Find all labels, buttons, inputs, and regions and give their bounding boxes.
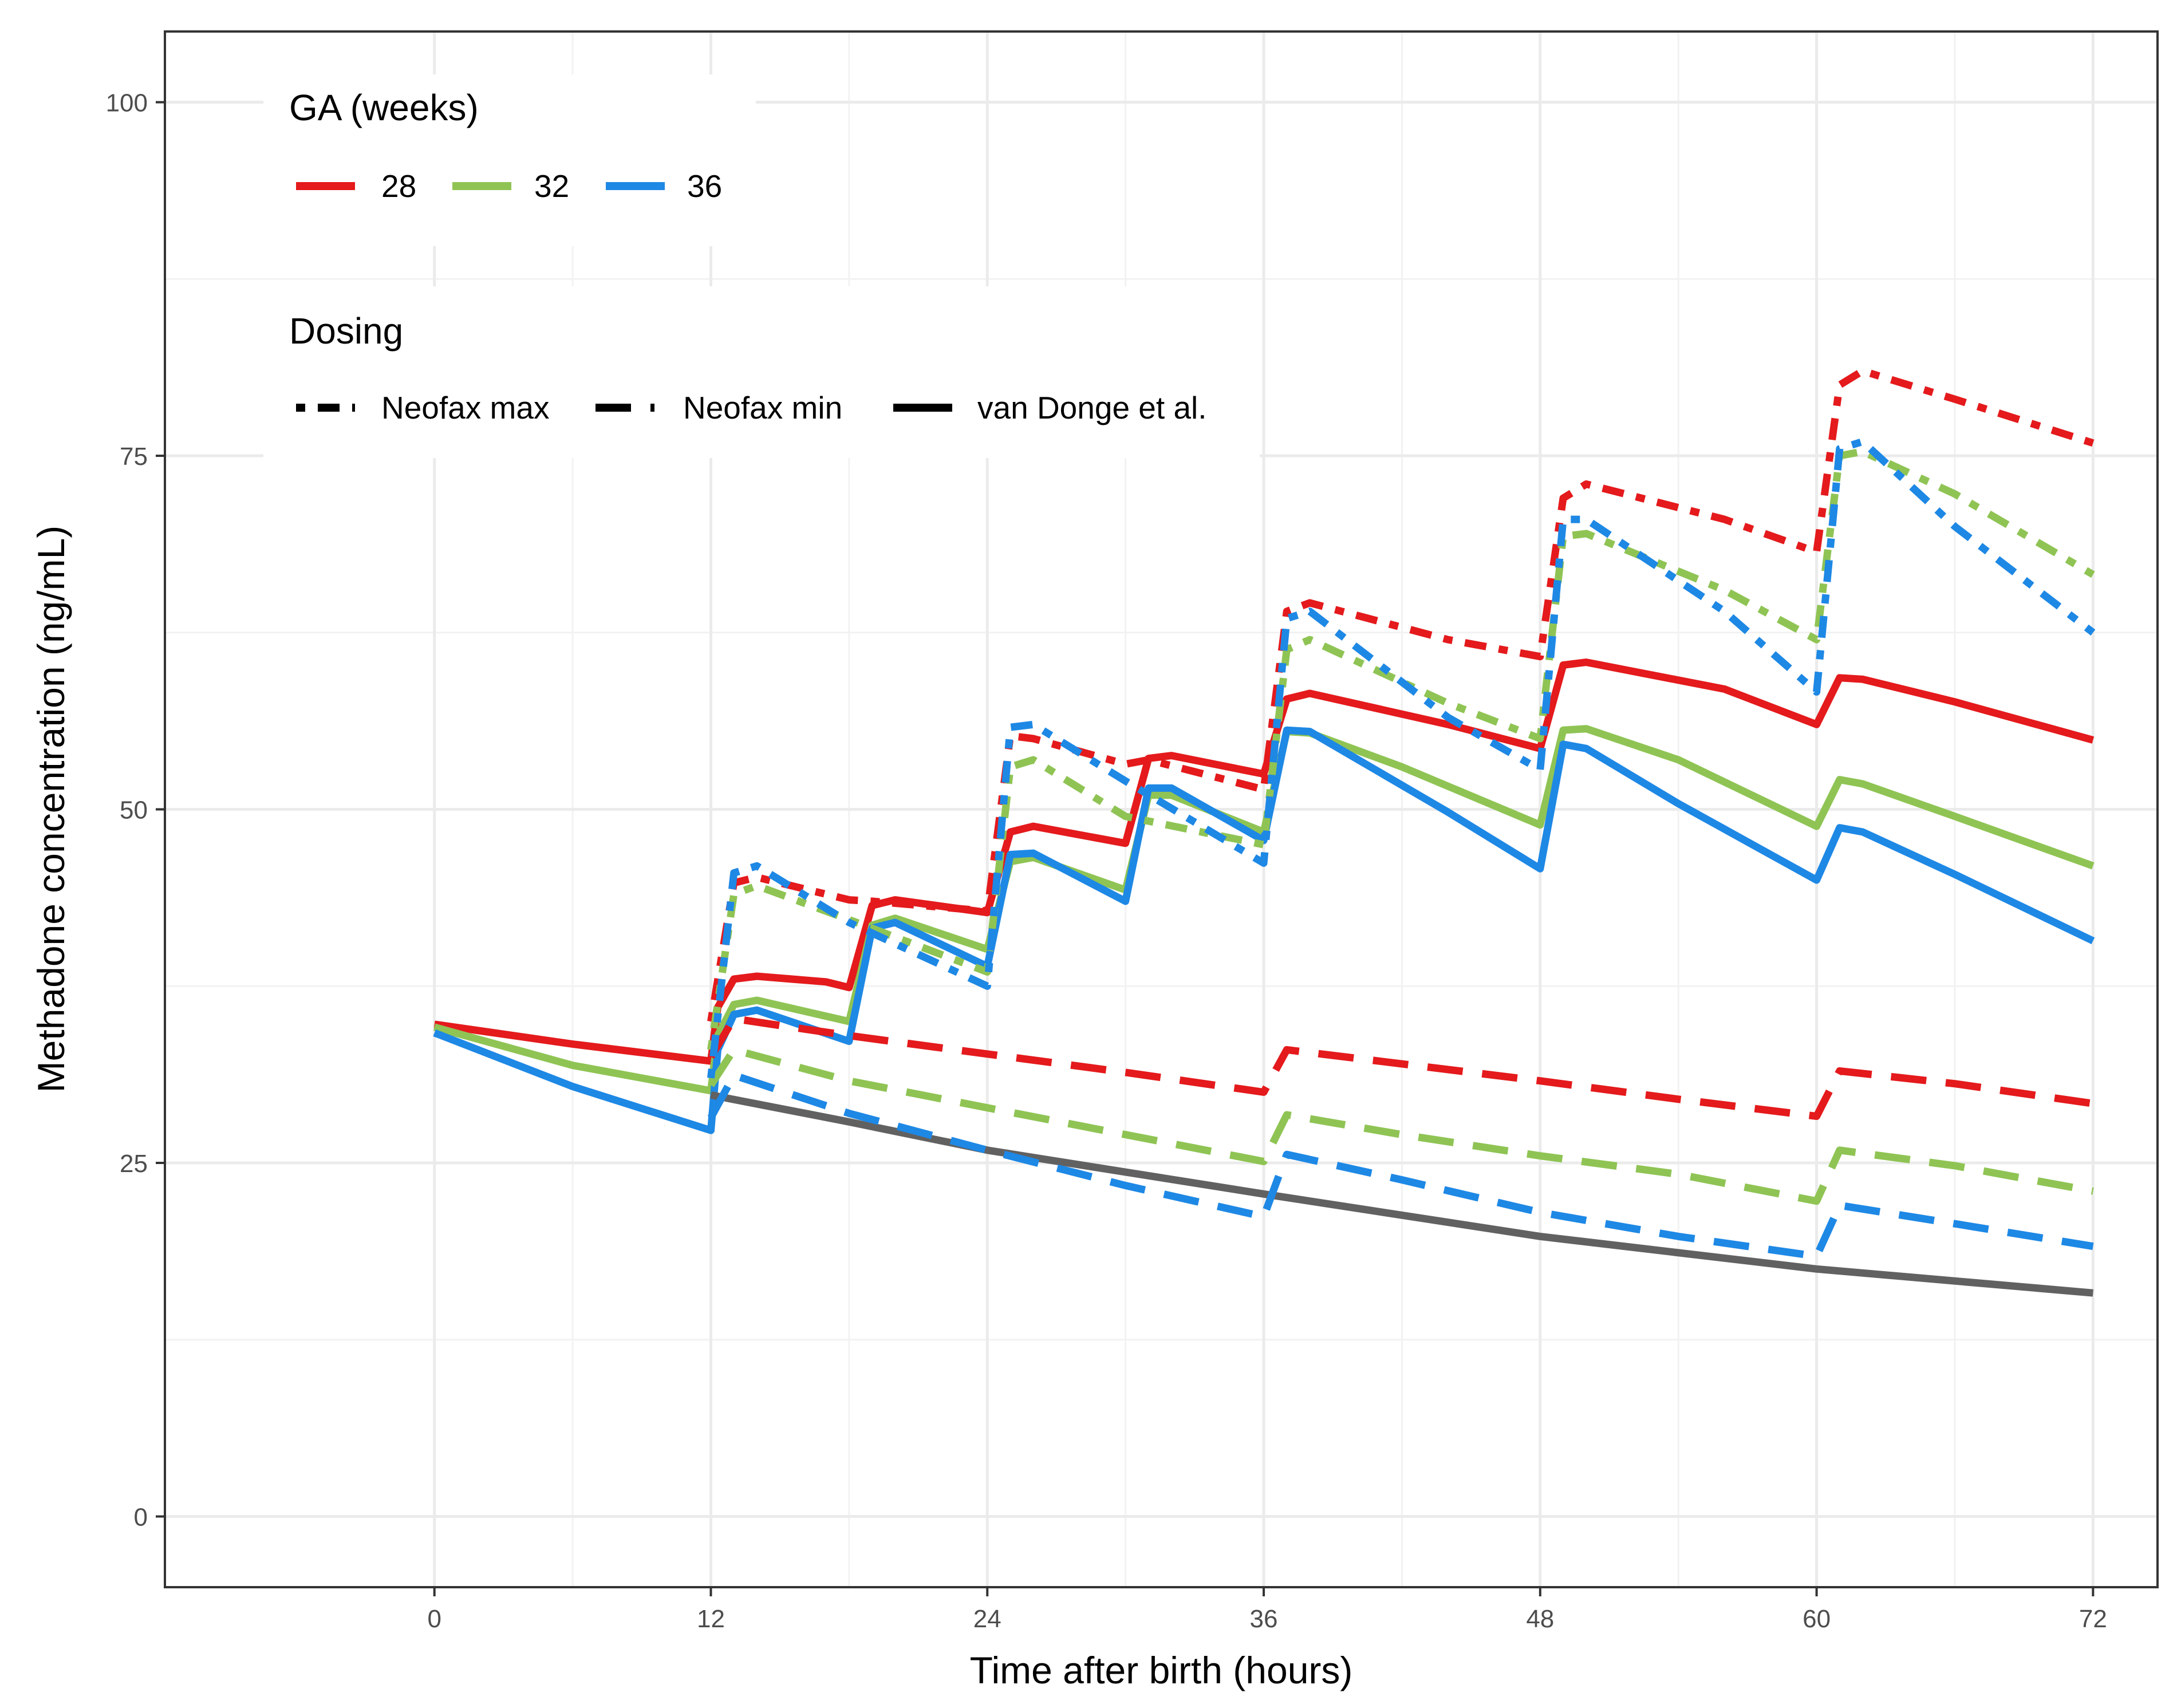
x-tick-label: 48 [1526, 1605, 1554, 1633]
x-tick-label: 36 [1250, 1605, 1278, 1633]
series-line-28-van-donge-et-al [433, 658, 2095, 1065]
series-line-36-neofax-min [707, 1071, 2094, 1260]
ga-legend-title: GA (weeks) [289, 87, 479, 128]
y-tick-label: 75 [120, 443, 148, 471]
ga-legend-label-36: 36 [687, 168, 722, 204]
dosing-legend-label-van-donge: van Donge et al. [977, 390, 1207, 425]
dosing-legend: Dosing Neofax max Neofax min van Donge e… [263, 286, 1260, 458]
series-line-36-van-donge-et-al [433, 726, 2095, 1134]
x-tick-label: 72 [2079, 1605, 2107, 1633]
ga-legend: GA (weeks) 28 32 36 [263, 74, 756, 246]
x-tick-label: 0 [427, 1605, 441, 1633]
series-line-32-van-donge-et-al [433, 725, 2095, 1095]
series-line-32-neofax-min [708, 1046, 2094, 1205]
x-tick-label: 24 [973, 1605, 1001, 1633]
ga-legend-label-28: 28 [381, 168, 416, 204]
ga-legend-background [263, 74, 756, 246]
x-tick-label: 60 [1803, 1605, 1831, 1633]
y-axis-title: Methadone concentration (ng/mL) [30, 526, 72, 1093]
x-tick-label: 12 [697, 1605, 725, 1633]
axes: 0 12 24 36 48 60 72 0 25 50 75 100 [106, 89, 2107, 1634]
y-tick-label: 0 [134, 1504, 148, 1532]
series-line-32-neofax-max [707, 448, 2095, 1051]
series-line-36-neofax-max [707, 437, 2096, 1079]
dosing-legend-label-neofax-min: Neofax min [683, 390, 842, 425]
series-line-28-neofax-max [707, 367, 2095, 1023]
series-line-28-neofax-min [707, 1015, 2094, 1120]
y-tick-label: 100 [106, 89, 148, 117]
ga-legend-label-32: 32 [534, 168, 569, 204]
x-axis-title: Time after birth (hours) [970, 1649, 1353, 1691]
dosing-legend-background [263, 286, 1260, 458]
dosing-legend-title: Dosing [289, 310, 403, 352]
y-tick-label: 25 [120, 1150, 148, 1178]
series-line-ref-van-donge-et-al [710, 1091, 2093, 1297]
dosing-legend-label-neofax-max: Neofax max [381, 390, 549, 425]
series-layer [433, 367, 2096, 1297]
y-tick-label: 50 [120, 796, 148, 825]
